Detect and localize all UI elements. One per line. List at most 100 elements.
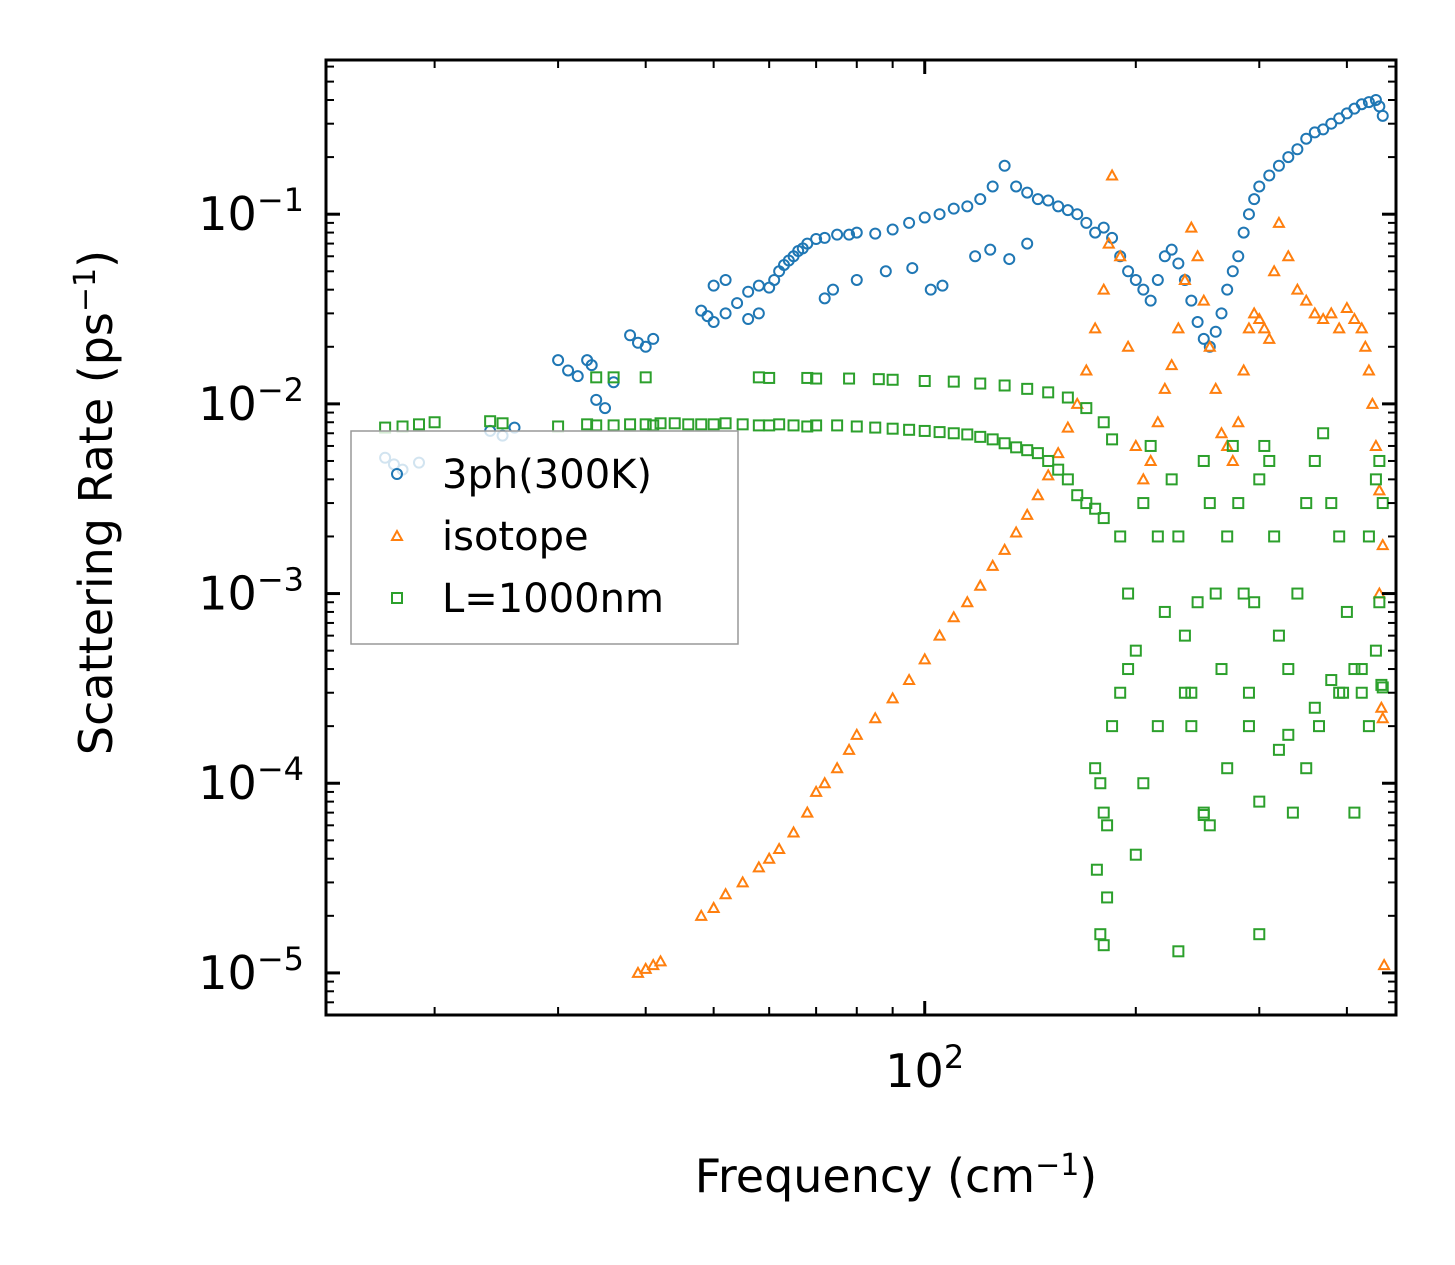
plot-frame bbox=[324, 58, 1398, 1017]
data-point bbox=[1122, 587, 1135, 600]
data-point bbox=[1191, 596, 1204, 609]
data-point bbox=[1129, 644, 1142, 657]
data-point bbox=[1061, 420, 1075, 433]
data-point bbox=[1185, 686, 1198, 699]
data-point bbox=[1172, 530, 1185, 543]
data-point bbox=[986, 433, 999, 446]
data-point bbox=[1158, 605, 1171, 618]
data-point bbox=[886, 422, 899, 435]
data-point bbox=[762, 851, 776, 864]
data-point bbox=[1262, 331, 1276, 344]
data-point bbox=[1369, 644, 1382, 657]
data-point bbox=[850, 420, 863, 433]
data-point bbox=[1325, 674, 1338, 687]
data-point bbox=[918, 375, 931, 388]
data-point bbox=[1362, 720, 1375, 733]
data-point bbox=[1158, 250, 1171, 263]
data-point bbox=[936, 279, 949, 292]
data-point bbox=[1021, 237, 1034, 250]
data-point bbox=[707, 418, 720, 431]
data-point bbox=[1052, 200, 1065, 213]
data-point bbox=[1151, 415, 1165, 428]
data-point bbox=[960, 595, 974, 608]
data-point bbox=[1158, 381, 1172, 394]
data-point bbox=[998, 437, 1011, 450]
data-point bbox=[961, 428, 974, 441]
data-point bbox=[654, 417, 667, 430]
data-point bbox=[1071, 489, 1084, 502]
data-point bbox=[1308, 306, 1322, 319]
data-point bbox=[1097, 512, 1110, 525]
data-point bbox=[872, 373, 885, 386]
data-point bbox=[850, 273, 863, 286]
data-point bbox=[768, 273, 781, 286]
data-point bbox=[1300, 497, 1313, 510]
data-point bbox=[694, 908, 708, 921]
data-point bbox=[719, 307, 732, 320]
data-point bbox=[1089, 226, 1102, 239]
data-point bbox=[1088, 321, 1102, 334]
y-tick-label: 10−2 bbox=[198, 371, 304, 431]
data-point bbox=[1253, 795, 1266, 808]
data-point bbox=[801, 420, 814, 433]
data-point bbox=[1291, 143, 1304, 156]
data-point bbox=[1190, 249, 1205, 262]
data-point bbox=[1090, 863, 1103, 876]
legend-marker bbox=[391, 592, 403, 604]
data-point bbox=[1377, 958, 1391, 971]
data-point bbox=[1178, 629, 1191, 642]
data-point bbox=[918, 424, 931, 437]
data-point bbox=[590, 393, 603, 406]
data-point bbox=[1080, 402, 1093, 415]
data-point bbox=[918, 211, 931, 224]
data-point bbox=[1114, 686, 1127, 699]
data-point bbox=[1165, 473, 1178, 486]
data-point bbox=[1221, 530, 1234, 543]
data-point bbox=[986, 180, 999, 193]
data-point bbox=[1129, 848, 1142, 861]
data-point bbox=[1209, 325, 1222, 338]
data-point bbox=[1129, 438, 1143, 451]
data-point bbox=[818, 292, 831, 305]
data-point bbox=[1258, 439, 1271, 452]
x-axis-label: Frequency (cm−1) bbox=[695, 1148, 1098, 1204]
data-point bbox=[1122, 663, 1135, 676]
data-point bbox=[1242, 720, 1255, 733]
data-point bbox=[1340, 300, 1354, 314]
data-point bbox=[1144, 439, 1157, 452]
data-point bbox=[1042, 454, 1055, 467]
data-point bbox=[810, 372, 823, 385]
data-point bbox=[933, 208, 946, 221]
data-point bbox=[1203, 339, 1217, 352]
data-point bbox=[818, 231, 831, 244]
data-point bbox=[1094, 777, 1107, 790]
data-point bbox=[1226, 439, 1239, 452]
data-point bbox=[830, 761, 844, 774]
legend-label: isotope bbox=[442, 514, 589, 560]
data-point bbox=[842, 742, 856, 755]
data-point bbox=[1226, 265, 1239, 278]
data-point bbox=[850, 226, 863, 239]
data-point bbox=[668, 417, 681, 430]
data-point bbox=[1051, 446, 1065, 459]
data-point bbox=[886, 223, 899, 236]
data-point bbox=[1373, 454, 1386, 467]
data-point bbox=[1253, 473, 1266, 486]
data-point bbox=[1101, 891, 1114, 904]
data-point bbox=[787, 419, 800, 432]
data-point bbox=[719, 417, 732, 430]
data-point bbox=[1313, 720, 1326, 733]
data-point bbox=[639, 418, 652, 431]
data-point bbox=[906, 262, 919, 275]
data-point bbox=[961, 200, 974, 213]
data-point bbox=[933, 426, 946, 439]
data-point bbox=[1197, 332, 1210, 345]
data-point bbox=[1348, 663, 1361, 676]
data-point bbox=[1374, 700, 1389, 713]
data-point bbox=[886, 373, 899, 386]
y-tick-label: 10−5 bbox=[198, 940, 304, 1000]
data-point bbox=[1248, 193, 1261, 206]
data-point bbox=[974, 430, 987, 443]
legend-marker bbox=[390, 528, 404, 541]
data-point bbox=[1347, 311, 1362, 325]
